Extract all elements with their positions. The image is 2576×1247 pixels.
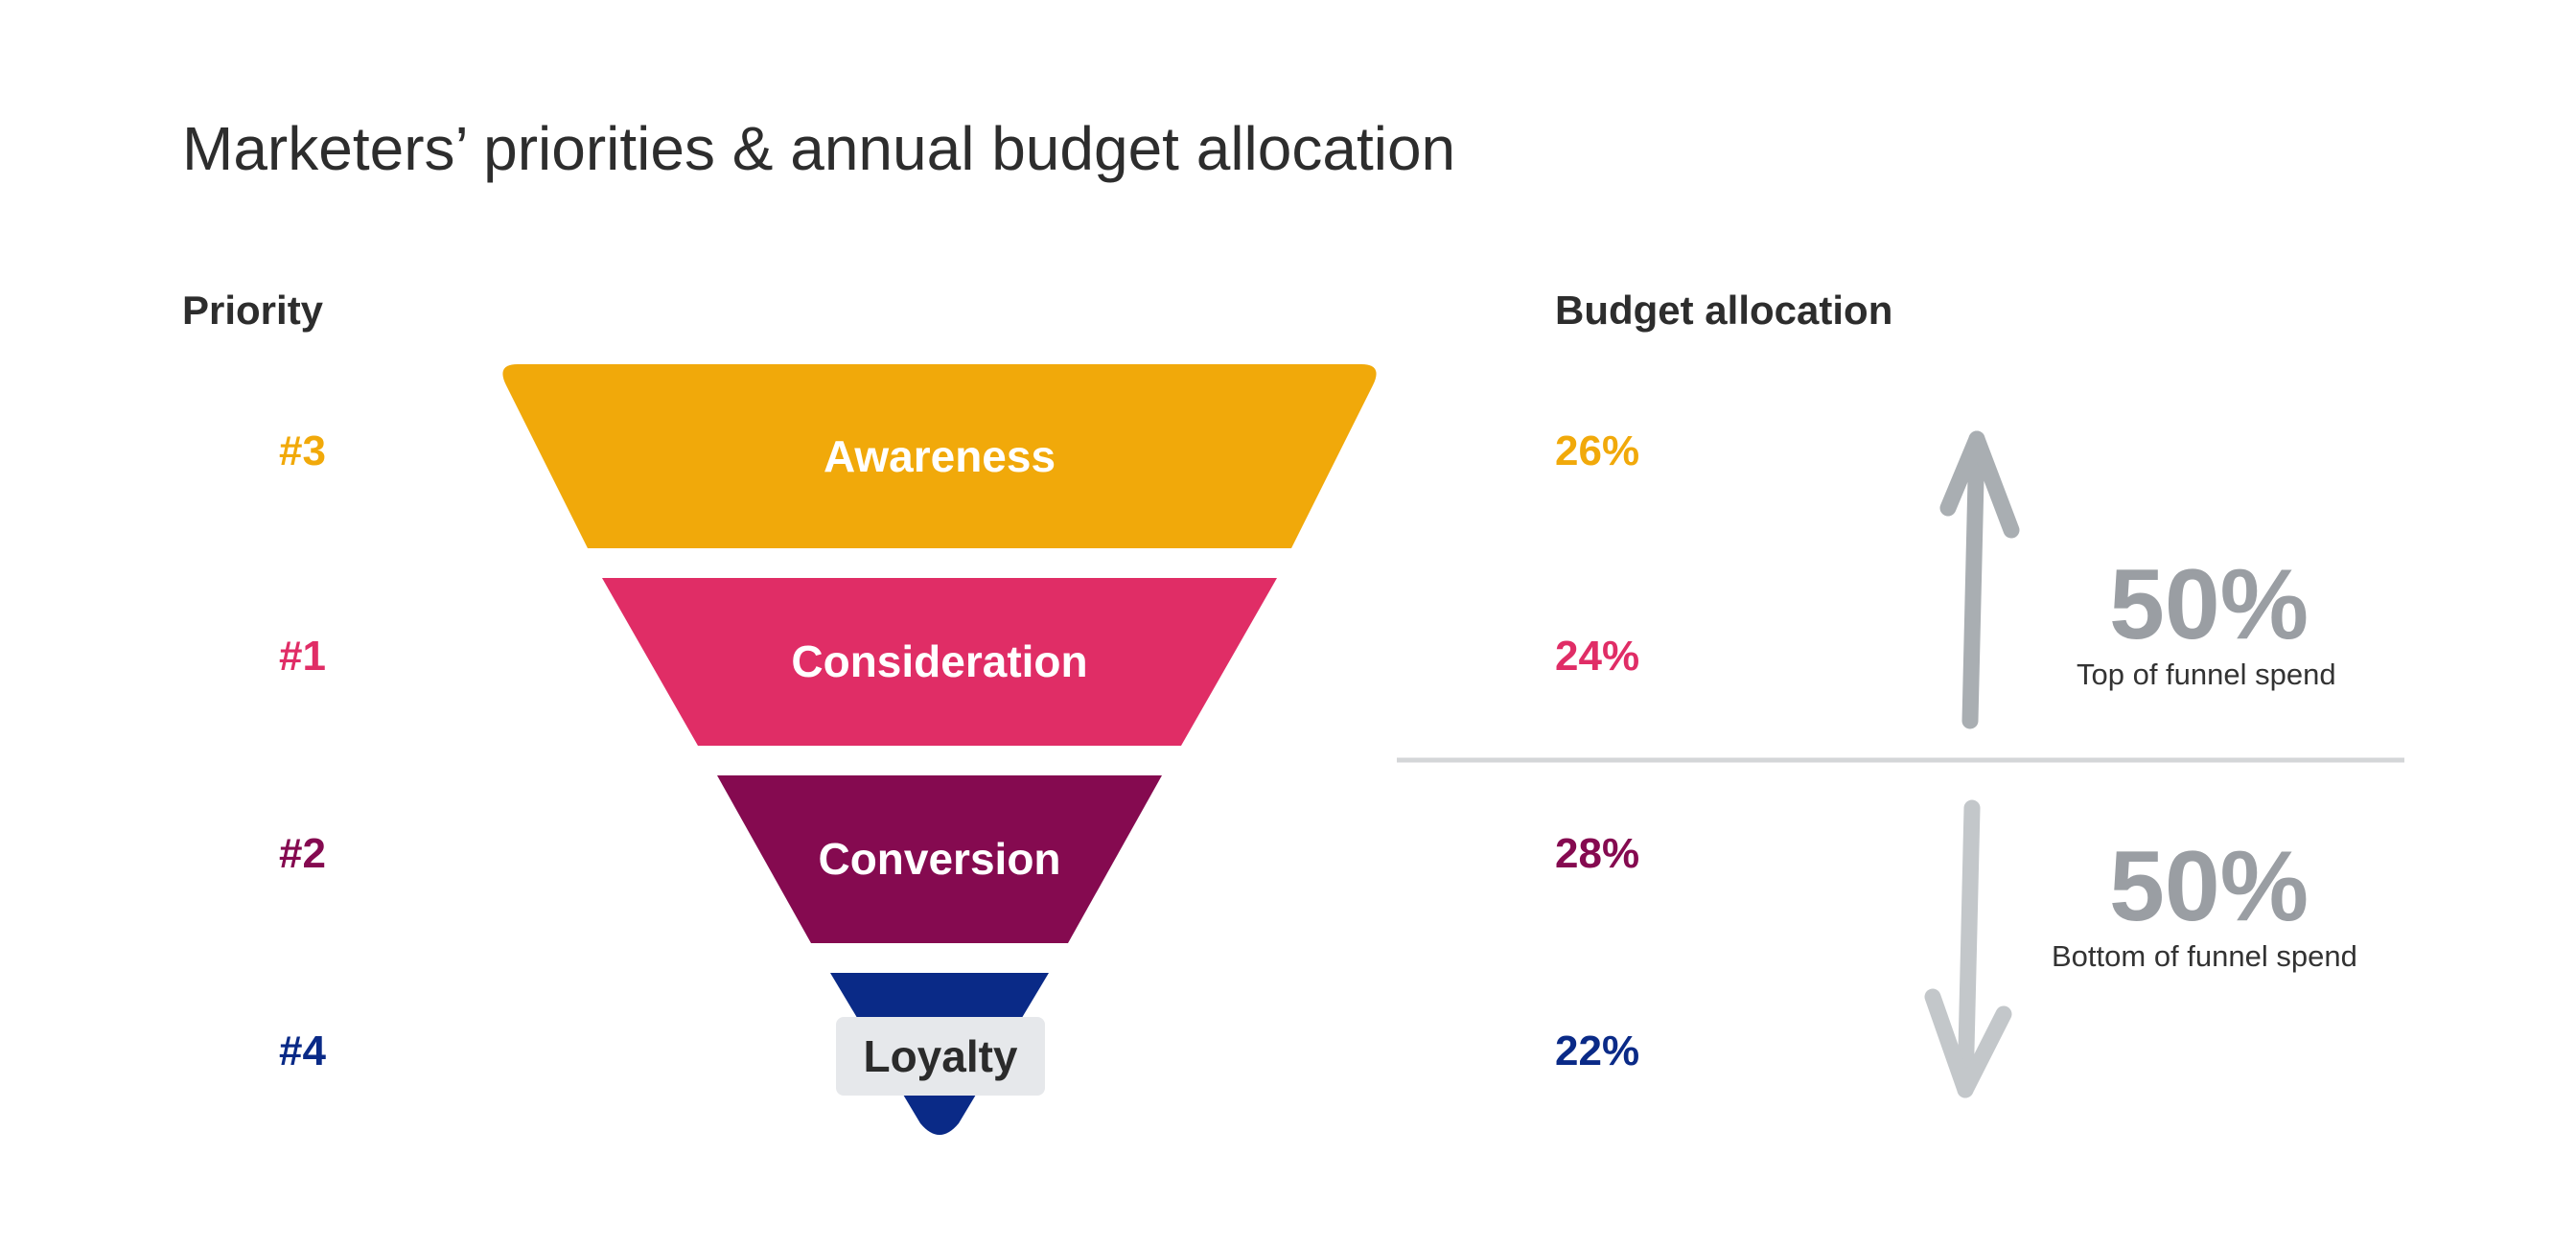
priority-rank-awareness: #3: [279, 427, 326, 474]
budget-pct-consideration: 24%: [1555, 633, 1640, 680]
budget-pct-conversion: 28%: [1555, 830, 1640, 877]
stage-label-loyalty: Loyalty: [836, 1017, 1045, 1096]
priority-rank-loyalty: #4: [279, 1028, 326, 1074]
funnel-stage-consideration: [602, 578, 1277, 746]
stage-label-conversion: Conversion: [818, 834, 1060, 884]
stage-label-awareness: Awareness: [824, 431, 1056, 481]
stage-label-consideration: Consideration: [791, 636, 1087, 686]
bottom-funnel-label: Bottom of funnel spend: [2052, 939, 2357, 973]
budget-pct-awareness: 26%: [1555, 427, 1640, 474]
top-funnel-label: Top of funnel spend: [2077, 658, 2336, 691]
funnel-stage-conversion: [717, 775, 1162, 943]
chart-title: Marketers’ priorities & annual budget al…: [182, 114, 1456, 183]
funnel-stage-awareness: [502, 364, 1377, 548]
priority-header: Priority: [182, 288, 324, 333]
top-funnel-value: 50%: [2109, 549, 2309, 660]
budget-pct-loyalty: 22%: [1555, 1028, 1640, 1074]
priority-rank-consideration: #1: [279, 633, 326, 680]
priority-rank-conversion: #2: [279, 830, 326, 877]
budget-header: Budget allocation: [1555, 288, 1893, 333]
bottom-funnel-value: 50%: [2109, 831, 2309, 942]
